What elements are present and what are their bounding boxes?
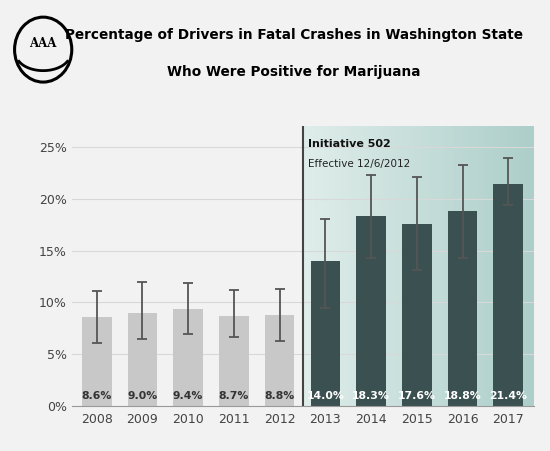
Bar <box>311 261 340 406</box>
Text: 17.6%: 17.6% <box>398 391 436 401</box>
Text: 14.0%: 14.0% <box>306 391 344 401</box>
Text: 8.6%: 8.6% <box>81 391 112 401</box>
Text: Effective 12/6/2012: Effective 12/6/2012 <box>308 159 410 170</box>
Text: 18.8%: 18.8% <box>444 391 481 401</box>
Bar <box>356 216 386 406</box>
Text: Who Were Positive for Marijuana: Who Were Positive for Marijuana <box>167 65 421 79</box>
Text: Percentage of Drivers in Fatal Crashes in Washington State: Percentage of Drivers in Fatal Crashes i… <box>65 28 523 42</box>
Bar <box>82 317 112 406</box>
Bar <box>493 184 523 406</box>
Bar <box>173 308 203 406</box>
Text: 9.4%: 9.4% <box>173 391 204 401</box>
Bar <box>402 224 432 406</box>
Text: 18.3%: 18.3% <box>352 391 390 401</box>
Text: 21.4%: 21.4% <box>490 391 527 401</box>
Text: 9.0%: 9.0% <box>127 391 157 401</box>
Bar <box>448 211 477 406</box>
Text: 8.8%: 8.8% <box>265 391 295 401</box>
Bar <box>265 315 294 406</box>
Bar <box>219 316 249 406</box>
Bar <box>128 313 157 406</box>
Text: AAA: AAA <box>30 37 57 50</box>
Text: Initiative 502: Initiative 502 <box>308 139 390 149</box>
Text: 8.7%: 8.7% <box>219 391 249 401</box>
